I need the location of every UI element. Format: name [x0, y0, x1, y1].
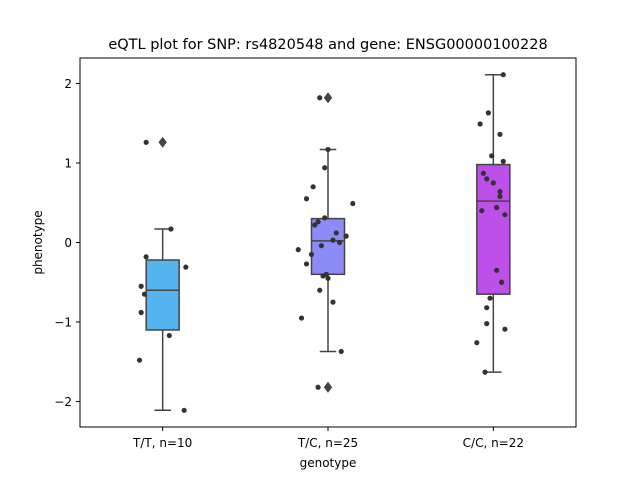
data-point	[502, 326, 508, 332]
data-point	[497, 193, 503, 199]
data-point	[141, 291, 148, 297]
data-point	[494, 204, 500, 211]
data-point	[333, 230, 339, 236]
data-point	[502, 212, 508, 218]
data-point	[484, 176, 490, 182]
iqr-box	[476, 163, 511, 295]
data-point	[336, 239, 343, 246]
plot-area	[136, 72, 511, 413]
y-tick-label: 1	[64, 156, 72, 170]
data-point	[490, 180, 496, 186]
data-point	[181, 407, 187, 413]
strip-points-group	[474, 72, 508, 375]
data-point	[166, 332, 172, 339]
x-axis-label: genotype	[300, 456, 357, 470]
chart-title: eQTL plot for SNP: rs4820548 and gene: E…	[108, 37, 547, 53]
data-point	[322, 215, 328, 221]
x-tick-label: T/T, n=10	[132, 436, 192, 450]
data-point	[500, 158, 506, 164]
data-point	[330, 299, 336, 305]
data-point	[318, 243, 324, 249]
y-tick-label: 0	[64, 236, 72, 250]
outlier-marker	[158, 136, 167, 148]
data-point	[183, 264, 189, 270]
data-point	[308, 251, 315, 258]
data-point	[497, 131, 503, 137]
data-point	[138, 283, 144, 289]
data-point	[315, 219, 321, 225]
iqr-box	[145, 259, 180, 331]
data-point	[338, 348, 344, 355]
data-point	[484, 321, 490, 327]
data-point	[494, 267, 500, 273]
iqr-box	[310, 217, 346, 276]
data-point	[489, 153, 495, 159]
box-group	[145, 136, 180, 412]
data-point	[143, 139, 149, 145]
data-point	[303, 196, 310, 202]
data-point	[497, 189, 503, 195]
data-point	[500, 72, 506, 78]
y-tick-label: −1	[54, 316, 72, 330]
data-point	[479, 208, 485, 214]
x-tick-label: C/C, n=22	[463, 436, 524, 450]
data-point	[487, 295, 493, 301]
data-point	[317, 95, 323, 101]
data-point	[343, 233, 349, 239]
data-point	[295, 247, 301, 253]
x-axis: T/T, n=10 T/C, n=25 C/C, n=22	[132, 427, 524, 450]
data-point	[480, 170, 487, 176]
data-point	[168, 226, 174, 232]
data-point	[485, 110, 491, 116]
y-tick-label: 2	[64, 77, 72, 91]
data-point	[499, 279, 505, 285]
data-point	[484, 305, 490, 311]
data-point	[320, 273, 326, 279]
data-point	[482, 369, 488, 375]
strip-points-group	[136, 139, 189, 413]
data-point	[312, 222, 318, 228]
strip-points-group	[295, 95, 356, 390]
outlier-marker	[323, 381, 333, 393]
data-point	[477, 121, 483, 127]
data-point	[325, 146, 331, 153]
data-point	[138, 309, 144, 316]
box-group	[476, 73, 511, 373]
y-axis-label: phenotype	[31, 210, 45, 274]
data-point	[350, 200, 356, 207]
y-tick-label: −2	[54, 395, 72, 409]
data-point	[330, 237, 336, 243]
data-point	[325, 275, 331, 281]
data-point	[317, 287, 323, 293]
outlier-marker	[323, 92, 333, 104]
data-point	[322, 165, 328, 171]
box-group	[310, 92, 346, 393]
y-axis: 2 1 0 −1 −2	[54, 77, 80, 409]
x-tick-label: T/C, n=25	[297, 436, 358, 450]
data-point	[143, 254, 149, 260]
data-point	[136, 357, 143, 363]
data-point	[298, 315, 305, 321]
data-point	[310, 184, 316, 190]
data-point	[315, 384, 321, 390]
data-point	[474, 340, 480, 346]
data-point	[303, 261, 310, 267]
